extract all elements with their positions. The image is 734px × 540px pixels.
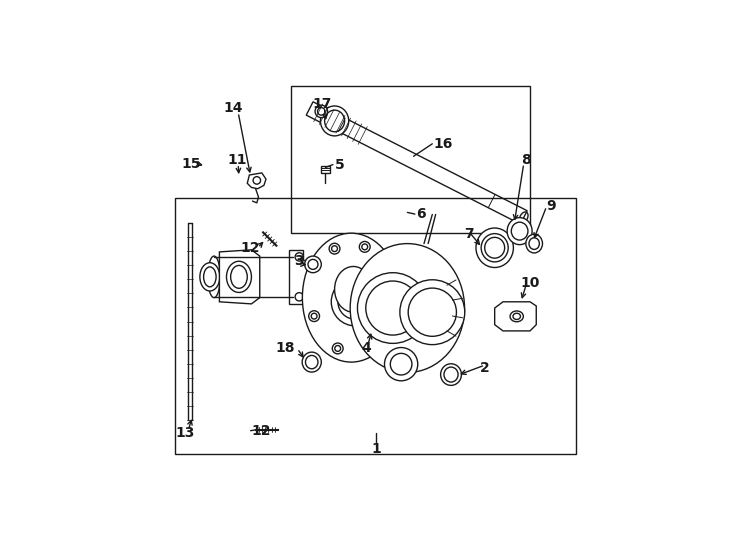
Text: 12: 12 [241,241,261,255]
Circle shape [331,278,379,326]
Ellipse shape [321,106,349,136]
Ellipse shape [440,364,462,386]
Circle shape [360,241,370,252]
Text: 14: 14 [223,102,242,116]
Circle shape [309,310,319,321]
Ellipse shape [227,261,252,293]
Ellipse shape [208,256,220,298]
Text: 3: 3 [294,254,304,268]
Text: 6: 6 [416,207,426,221]
Ellipse shape [315,105,327,118]
Circle shape [385,348,418,381]
Polygon shape [219,250,260,304]
Text: 7: 7 [464,227,473,241]
Polygon shape [495,302,537,331]
Text: 9: 9 [546,199,556,213]
Ellipse shape [476,228,513,267]
Ellipse shape [526,234,542,253]
Text: 8: 8 [521,153,531,167]
Text: 18: 18 [275,341,295,355]
Polygon shape [321,166,330,173]
Ellipse shape [507,218,532,245]
Bar [175,198,575,454]
Polygon shape [289,250,310,304]
Text: 11: 11 [227,153,247,167]
Circle shape [400,280,465,345]
Text: 13: 13 [175,426,195,440]
Circle shape [329,243,340,254]
Circle shape [357,273,428,343]
Circle shape [371,334,382,345]
Ellipse shape [510,311,523,322]
Ellipse shape [482,234,508,262]
Circle shape [305,256,321,273]
Ellipse shape [335,266,372,312]
Text: 5: 5 [335,158,344,172]
Text: 1: 1 [371,442,381,456]
Ellipse shape [302,233,400,362]
Polygon shape [247,173,266,188]
Polygon shape [306,102,527,224]
Text: 4: 4 [361,341,371,355]
Ellipse shape [302,352,321,372]
Circle shape [333,343,343,354]
Text: 2: 2 [480,361,490,375]
Text: 12: 12 [252,424,271,438]
Text: 16: 16 [434,137,453,151]
Circle shape [253,177,261,184]
Ellipse shape [200,263,220,291]
Bar [291,85,530,233]
Text: 15: 15 [181,157,201,171]
Text: 17: 17 [313,97,332,111]
Text: 10: 10 [520,276,539,290]
Ellipse shape [350,244,465,373]
Circle shape [382,269,393,280]
